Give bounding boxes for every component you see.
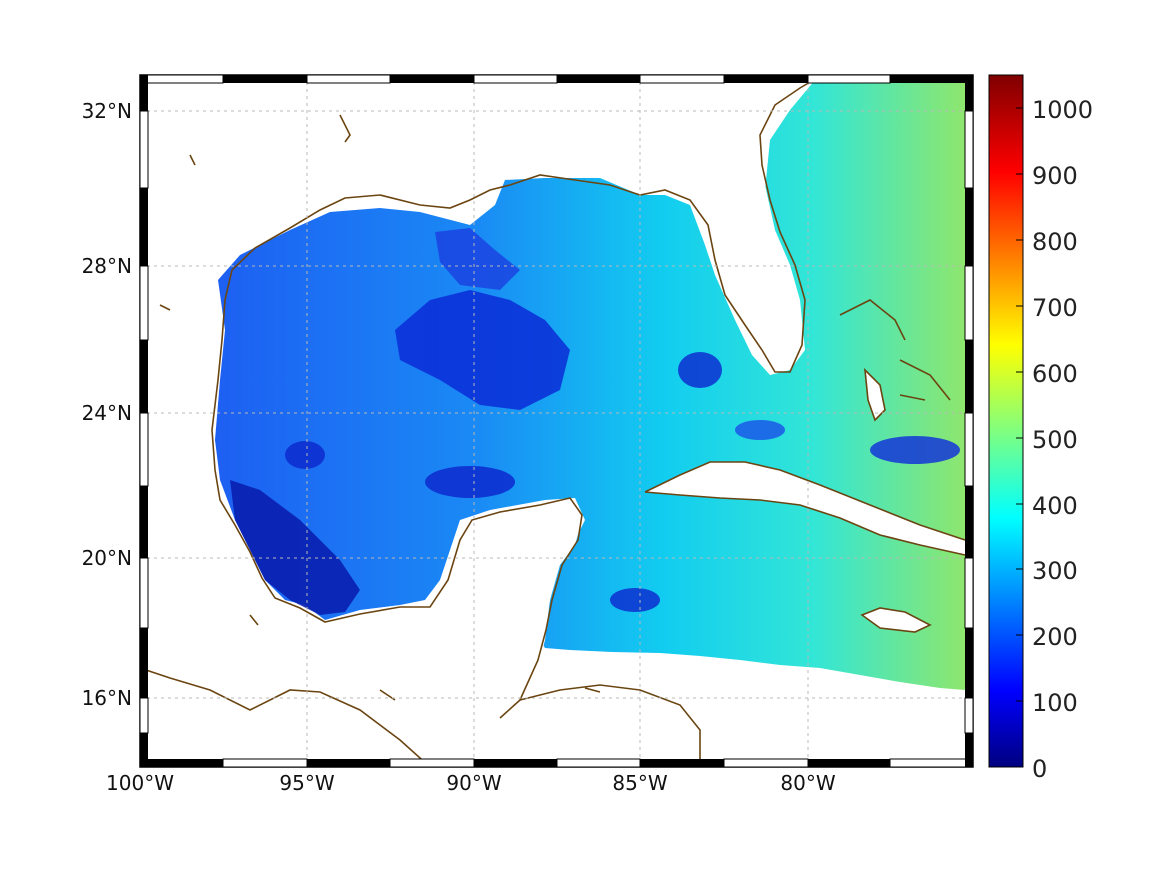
land-yucatan	[430, 500, 582, 660]
land-jamaica	[862, 608, 930, 632]
colorbar-label-600: 600	[1032, 360, 1078, 388]
colorbar-label-300: 300	[1032, 557, 1078, 585]
coastlines	[140, 75, 966, 767]
colorbar-label-900: 900	[1032, 162, 1078, 190]
low-patch-east	[678, 352, 722, 388]
coast-bahamas	[839, 299, 951, 422]
lat-label-32n: 32°N	[82, 99, 132, 123]
colorbar-label-500: 500	[1032, 426, 1078, 454]
lat-label-20n: 20°N	[82, 546, 132, 570]
low-patch-florida-straits	[735, 420, 785, 440]
low-patch-north	[435, 228, 520, 290]
coast-central-america	[140, 667, 431, 767]
coast-mexico-gulf	[214, 469, 583, 719]
data-field	[215, 80, 965, 690]
coast-honduras	[519, 684, 701, 767]
low-patch-yucatan-n	[425, 466, 515, 498]
coast-islands	[159, 114, 601, 701]
low-patch-west	[285, 441, 325, 469]
low-patch-caribbean	[610, 588, 660, 612]
colorbar-label-800: 800	[1032, 228, 1078, 256]
colorbar-ticks	[1016, 107, 1023, 768]
coast-jamaica	[860, 607, 932, 633]
colorbar-label-700: 700	[1032, 294, 1078, 322]
land-florida	[650, 80, 815, 370]
colorbar-label-400: 400	[1032, 492, 1078, 520]
colorbar-label-0: 0	[1032, 755, 1047, 783]
lon-label-90w: 90°W	[446, 771, 501, 795]
low-patch-sw	[230, 480, 360, 615]
colorbar-label-200: 200	[1032, 623, 1078, 651]
colorbar: 0 100 200 300 400 500 600 700 800 900 10…	[988, 74, 1093, 783]
lat-label-24n: 24°N	[82, 401, 132, 425]
latitude-labels: 32°N 28°N 24°N 20°N 16°N	[82, 99, 132, 710]
lat-label-28n: 28°N	[82, 254, 132, 278]
map-frame	[139, 74, 974, 768]
colorbar-label-100: 100	[1032, 689, 1078, 717]
land-cuba	[645, 462, 965, 555]
sst-field-gulf	[215, 80, 965, 690]
lon-label-95w: 95°W	[279, 771, 334, 795]
low-patch-bahamas	[870, 436, 960, 464]
colorbar-label-1000: 1000	[1032, 96, 1093, 124]
longitude-labels: 100°W 95°W 90°W 85°W 80°W	[106, 771, 836, 795]
colorbar-gradient	[988, 74, 1024, 768]
lat-label-16n: 16°N	[82, 686, 132, 710]
land-bahamas-andros	[865, 370, 885, 420]
coast-cuba	[644, 461, 966, 556]
low-patch-central	[395, 290, 570, 410]
lon-label-85w: 85°W	[612, 771, 667, 795]
lon-label-80w: 80°W	[780, 771, 835, 795]
gridlines	[140, 75, 973, 767]
lon-label-100w: 100°W	[106, 771, 174, 795]
